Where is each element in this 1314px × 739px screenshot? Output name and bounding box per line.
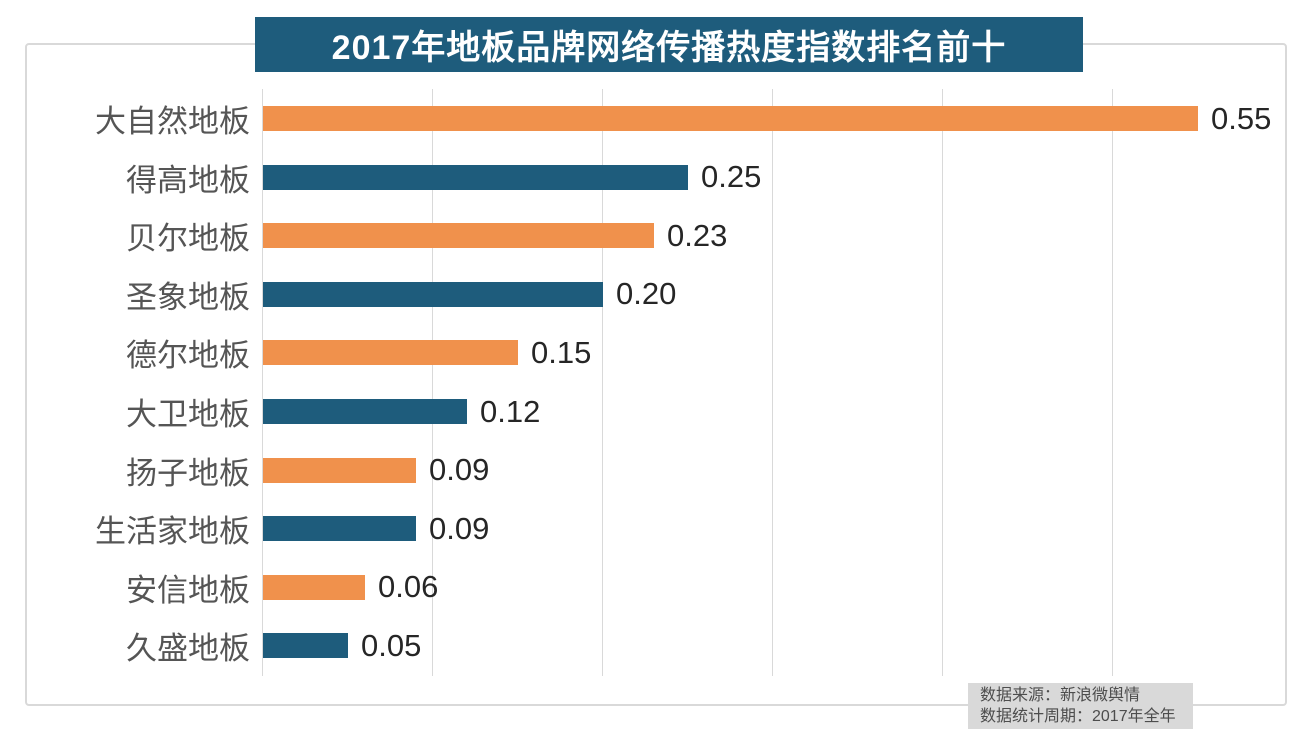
bar: [263, 516, 416, 542]
value-label: 0.15: [531, 334, 592, 370]
value-label: 0.25: [701, 159, 762, 195]
bar-row: 大自然地板 0.55: [0, 89, 1314, 148]
source-line: 数据来源：新浪微舆情: [980, 687, 1141, 704]
category-label: 得高地板: [126, 162, 250, 198]
bar-row: 圣象地板 0.20: [0, 265, 1314, 324]
bar: [263, 106, 1198, 131]
bar: [263, 633, 348, 659]
bar-row: 贝尔地板 0.23: [0, 206, 1314, 265]
bar: [263, 223, 654, 249]
bar-row: 大卫地板 0.12: [0, 382, 1314, 441]
value-label: 0.55: [1211, 100, 1272, 136]
bar: [263, 574, 365, 600]
bar: [263, 164, 688, 190]
category-label: 大自然地板: [95, 104, 250, 139]
y-axis-line: [262, 89, 263, 676]
bar: [263, 281, 603, 307]
gridline: [772, 89, 773, 676]
gridline: [602, 89, 603, 676]
category-label: 大卫地板: [126, 397, 250, 432]
bar-row: 德尔地板 0.15: [0, 323, 1314, 382]
bar-row: 得高地板 0.25: [0, 148, 1314, 207]
bar: [263, 457, 416, 483]
bar: [263, 340, 518, 366]
period-line: 数据统计周期：2017年全年: [980, 708, 1176, 725]
category-label: 贝尔地板: [126, 221, 250, 257]
bar-row: 扬子地板 0.09: [0, 441, 1314, 500]
category-label: 圣象地板: [126, 279, 250, 315]
value-label: 0.09: [429, 510, 490, 546]
category-label: 德尔地板: [126, 338, 250, 374]
value-label: 0.09: [429, 452, 490, 488]
category-label: 扬子地板: [126, 455, 250, 491]
bar-row: 安信地板 0.06: [0, 558, 1314, 617]
gridline: [1112, 89, 1113, 676]
category-label: 生活家地板: [95, 514, 250, 550]
gridline: [942, 89, 943, 676]
value-label: 0.06: [378, 569, 439, 605]
value-label: 0.20: [616, 276, 677, 312]
chart-title: 2017年地板品牌网络传播热度指数排名前十: [331, 29, 1007, 67]
bar: [263, 399, 467, 424]
value-label: 0.12: [480, 393, 541, 429]
category-label: 久盛地板: [126, 631, 250, 667]
category-label: 安信地板: [126, 572, 250, 608]
gridline: [432, 89, 433, 676]
source-note: 数据来源：新浪微舆情 数据统计周期：2017年全年: [968, 683, 1193, 729]
value-label: 0.23: [667, 217, 728, 253]
bar-row: 久盛地板 0.05: [0, 616, 1314, 675]
bar-row: 生活家地板 0.09: [0, 499, 1314, 558]
value-label: 0.05: [361, 627, 422, 663]
chart-title-banner: 2017年地板品牌网络传播热度指数排名前十: [255, 17, 1083, 72]
